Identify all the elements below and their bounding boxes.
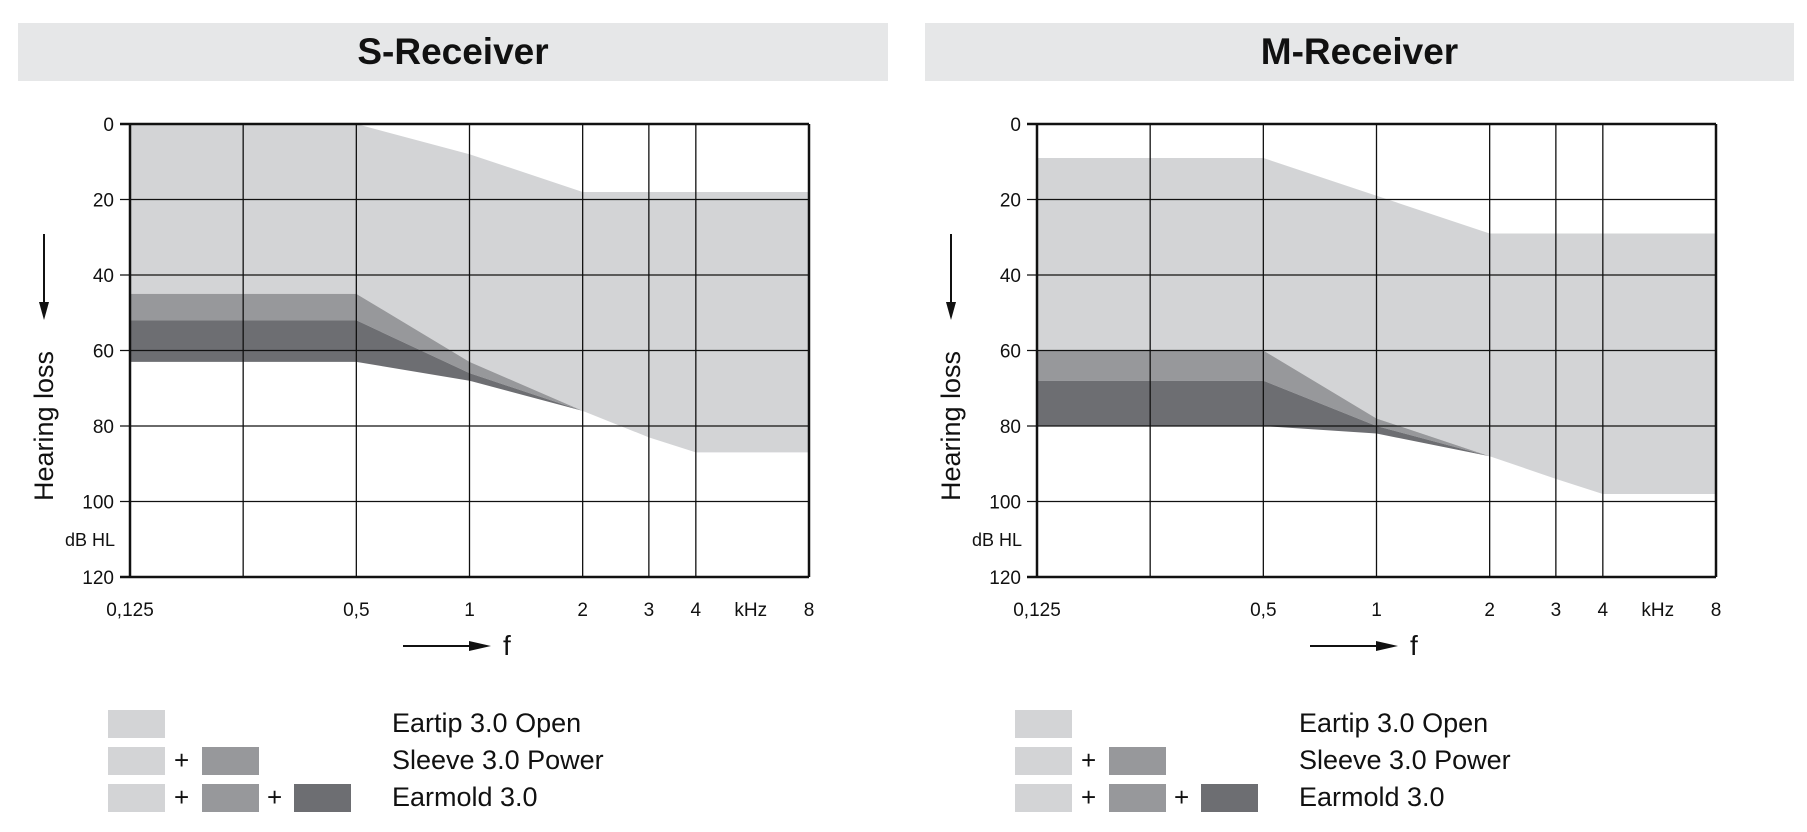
swatch-sleeve xyxy=(1109,747,1166,775)
swatch-open xyxy=(108,710,165,738)
legend-item-earmold: + + Earmold 3.0 xyxy=(1015,782,1807,814)
y-axis-label: Hearing loss xyxy=(29,351,59,501)
y-tick-label: 0 xyxy=(103,115,114,136)
right-arrow-icon xyxy=(469,641,491,651)
x-unit-label: kHz xyxy=(1641,600,1674,621)
swatch-open xyxy=(108,784,165,812)
swatch-open xyxy=(108,747,165,775)
y-tick-label: 100 xyxy=(82,493,114,514)
x-tick-label: 0,5 xyxy=(343,600,369,621)
right-arrow-icon xyxy=(1376,641,1398,651)
legend-label-earmold: Earmold 3.0 xyxy=(1299,782,1445,812)
x-unit-label: kHz xyxy=(734,600,767,621)
swatch-open xyxy=(1015,784,1072,812)
swatch-sleeve xyxy=(202,784,259,812)
legend-item-open: Eartip 3.0 Open xyxy=(1015,708,1807,740)
plus-sign: + xyxy=(1174,782,1190,812)
y-tick-label: 80 xyxy=(93,417,114,438)
y-tick-label: 20 xyxy=(93,191,114,212)
plus-sign: + xyxy=(174,745,190,775)
legend-label-open: Eartip 3.0 Open xyxy=(1299,708,1489,738)
x-axis-label: f xyxy=(1410,630,1418,661)
y-axis-label: Hearing loss xyxy=(936,351,966,501)
x-tick-label: 0,5 xyxy=(1250,600,1276,621)
x-tick-label: 8 xyxy=(804,600,815,621)
legend-label-open: Eartip 3.0 Open xyxy=(392,708,582,738)
legend-label-sleeve: Sleeve 3.0 Power xyxy=(1299,745,1511,775)
s-receiver-title: S-Receiver xyxy=(18,23,888,81)
x-tick-label: 1 xyxy=(1371,600,1382,621)
legend-item-sleeve: + Sleeve 3.0 Power xyxy=(1015,745,1807,777)
down-arrow-icon xyxy=(946,302,956,320)
y-tick-label: 20 xyxy=(1000,191,1021,212)
swatch-sleeve xyxy=(202,747,259,775)
plus-sign: + xyxy=(174,782,190,812)
x-tick-label: 2 xyxy=(577,600,588,621)
y-tick-label: 80 xyxy=(1000,417,1021,438)
legend-s: Eartip 3.0 Open + Sleeve 3.0 Power + + E… xyxy=(108,704,908,824)
swatch-open xyxy=(1015,710,1072,738)
x-tick-label: 1 xyxy=(464,600,475,621)
swatch-open xyxy=(1015,747,1072,775)
y-tick-label: 60 xyxy=(93,342,114,363)
y-tick-label: 40 xyxy=(93,266,114,287)
y-tick-label: 40 xyxy=(1000,266,1021,287)
plus-sign: + xyxy=(267,782,283,812)
x-tick-label: 3 xyxy=(644,600,655,621)
legend-label-sleeve: Sleeve 3.0 Power xyxy=(392,745,604,775)
y-tick-label: 60 xyxy=(1000,342,1021,363)
legend-m: Eartip 3.0 Open + Sleeve 3.0 Power + + E… xyxy=(1015,704,1807,824)
y-tick-label: 120 xyxy=(82,568,114,589)
m-receiver-title: M-Receiver xyxy=(925,23,1794,81)
down-arrow-icon xyxy=(39,302,49,320)
x-tick-label: 4 xyxy=(1598,600,1609,621)
plus-sign: + xyxy=(1081,745,1097,775)
swatch-sleeve xyxy=(1109,784,1166,812)
legend-label-earmold: Earmold 3.0 xyxy=(392,782,538,812)
x-tick-label: 3 xyxy=(1551,600,1562,621)
legend-item-earmold: + + Earmold 3.0 xyxy=(108,782,908,814)
y-unit-label: dB HL xyxy=(65,530,115,550)
x-tick-label: 4 xyxy=(691,600,702,621)
x-tick-label: 0,125 xyxy=(106,600,154,621)
plus-sign: + xyxy=(1081,782,1097,812)
y-unit-label: dB HL xyxy=(972,530,1022,550)
legend-item-sleeve: + Sleeve 3.0 Power xyxy=(108,745,908,777)
y-tick-label: 0 xyxy=(1010,115,1021,136)
y-tick-label: 100 xyxy=(989,493,1021,514)
x-axis-label: f xyxy=(503,630,511,661)
swatch-earmold xyxy=(294,784,351,812)
y-tick-label: 120 xyxy=(989,568,1021,589)
x-tick-label: 8 xyxy=(1711,600,1722,621)
legend-item-open: Eartip 3.0 Open xyxy=(108,708,908,740)
x-tick-label: 2 xyxy=(1484,600,1495,621)
x-tick-label: 0,125 xyxy=(1013,600,1061,621)
swatch-earmold xyxy=(1201,784,1258,812)
